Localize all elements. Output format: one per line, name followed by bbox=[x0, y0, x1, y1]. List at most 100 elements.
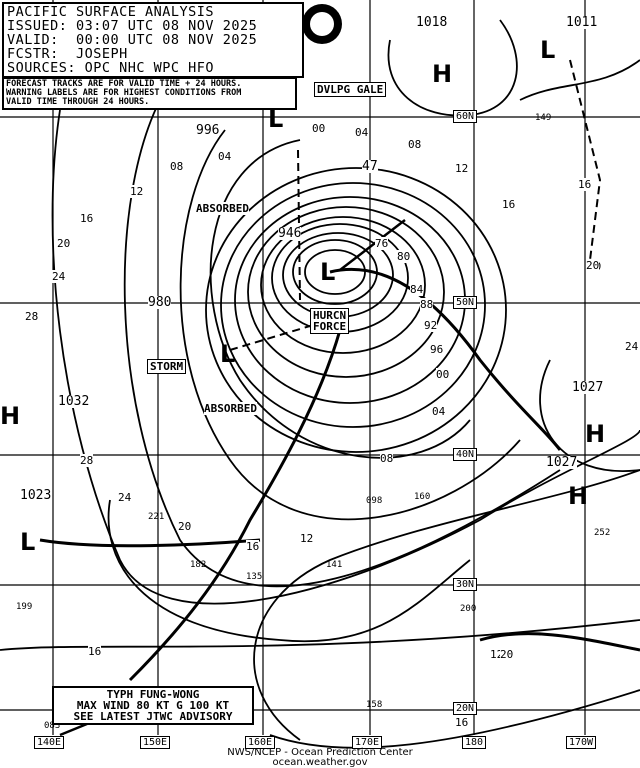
low-center: L bbox=[268, 105, 284, 133]
isobar-label: 04 bbox=[355, 126, 369, 139]
grid-label-50n: 50N bbox=[453, 296, 478, 309]
footer-credit: NWS/NCEP - Ocean Prediction Center bbox=[227, 747, 413, 758]
typhoon-advisory-box: TYPH FUNG-WONG MAX WIND 80 KT G 100 KT SEE… bbox=[52, 686, 254, 725]
low-center: L bbox=[540, 36, 556, 64]
isobar-label: 16 bbox=[502, 198, 516, 211]
isobar-label: 12 bbox=[130, 185, 144, 198]
grid-label-170w: 170W bbox=[566, 736, 597, 749]
warning-storm: STORM bbox=[147, 359, 187, 374]
isobar-label: 92 bbox=[424, 319, 438, 332]
grid-label-140e: 140E bbox=[34, 736, 65, 749]
observation-value: 083 bbox=[44, 721, 61, 731]
isobar-label: 84 bbox=[410, 283, 424, 296]
isobar-label: 08 bbox=[170, 160, 184, 173]
pressure-1023: 1023 bbox=[20, 488, 52, 503]
warning-text: FORCE bbox=[313, 320, 347, 333]
isobar-label: 20 bbox=[586, 259, 600, 272]
isobar-label: 28 bbox=[80, 454, 94, 467]
grid-label-30n: 30N bbox=[453, 578, 478, 591]
pressure-47: 47 bbox=[362, 159, 378, 174]
pressure-1018: 1018 bbox=[416, 15, 448, 30]
isobar-label: 88 bbox=[420, 298, 434, 311]
forecast-note: FORECAST TRACKS ARE FOR VALID TIME + 24 … bbox=[2, 77, 297, 110]
isobar-label: 16 bbox=[578, 178, 592, 191]
observation-value: 135 bbox=[246, 572, 263, 582]
high-center: H bbox=[0, 402, 21, 430]
grid-label-150e: 150E bbox=[140, 736, 171, 749]
observation-value: 141 bbox=[326, 560, 343, 570]
pressure-946: 946 bbox=[278, 226, 302, 241]
pressure-1032: 1032 bbox=[58, 394, 90, 409]
title: PACIFIC SURFACE ANALYSIS bbox=[7, 4, 215, 20]
low-center: L bbox=[320, 258, 336, 286]
warning-text: HURCN bbox=[313, 309, 347, 322]
high-center: H bbox=[568, 482, 589, 510]
pressure-980: 980 bbox=[148, 295, 172, 310]
forecast-track bbox=[59, 219, 406, 737]
fronts bbox=[39, 267, 640, 682]
observation-value: 158 bbox=[366, 700, 383, 710]
lat-lon-grid bbox=[0, 0, 640, 735]
isobar-label: 96 bbox=[430, 343, 444, 356]
observation-value: 182 bbox=[190, 560, 207, 570]
pressure-1027: 1027 bbox=[572, 380, 604, 395]
observation-value: 200 bbox=[460, 604, 477, 614]
isobar-label: 20 bbox=[178, 520, 192, 533]
isobars bbox=[0, 19, 640, 749]
observation-value: 160 bbox=[414, 492, 431, 502]
warning-text: DVLPG GALE bbox=[317, 83, 384, 96]
typhoon-advisory: SEE LATEST JTWC ADVISORY bbox=[73, 710, 233, 723]
isobar-label: 24 bbox=[52, 270, 66, 283]
isobar-label: 80 bbox=[397, 250, 411, 263]
isobar-label: 12 bbox=[490, 648, 504, 661]
high-center: H bbox=[585, 420, 606, 448]
isobar-label: 00 bbox=[312, 122, 326, 135]
typhoon-name: TYPH FUNG-WONG bbox=[106, 688, 200, 701]
low-center: L bbox=[220, 340, 236, 368]
observation-value: 252 bbox=[594, 528, 611, 538]
isobar-label: 08 bbox=[408, 138, 422, 151]
isobar-label: 24 bbox=[625, 340, 639, 353]
isobar-label: 16 bbox=[246, 540, 260, 553]
grid-label-160e: 160E bbox=[245, 736, 276, 749]
noaa-logo bbox=[302, 4, 342, 44]
valid-time: VALID: 00:00 UTC 08 NOV 2025 bbox=[7, 32, 258, 48]
grid-label-180: 180 bbox=[462, 736, 487, 749]
isobar-label: 20 bbox=[500, 648, 514, 661]
isobar-label: 16 bbox=[88, 645, 102, 658]
isobar-label: 16 bbox=[80, 212, 94, 225]
absorbed-label: ABSORBED bbox=[196, 202, 249, 215]
isobar-label: 00 bbox=[436, 368, 450, 381]
isobar-label: 76 bbox=[375, 237, 389, 250]
isobar-label: 12 bbox=[455, 162, 469, 175]
isobar-label: 16 bbox=[455, 716, 469, 729]
typhoon-max-wind: MAX WIND 80 KT G 100 KT bbox=[76, 699, 230, 712]
pressure-1027: 1027 bbox=[546, 455, 578, 470]
pressure-1011: 1011 bbox=[566, 15, 598, 30]
low-center: L bbox=[20, 528, 36, 556]
isobar-label: 28 bbox=[25, 310, 39, 323]
isobar-label: 08 bbox=[380, 452, 394, 465]
sources: SOURCES: OPC NHC WPC HFO bbox=[7, 60, 215, 76]
observation-value: 221 bbox=[148, 512, 165, 522]
footer-url[interactable]: ocean.weather.gov bbox=[272, 757, 368, 768]
troughs bbox=[229, 59, 602, 351]
isobar-label: 04 bbox=[218, 150, 232, 163]
isobar-label: 24 bbox=[118, 491, 132, 504]
warning-text: STORM bbox=[150, 360, 184, 373]
observation-value: 149 bbox=[535, 113, 552, 123]
isobar-label: 04 bbox=[432, 405, 446, 418]
warning-dvlpg-gale: DVLPG GALE bbox=[314, 82, 387, 97]
title-block: PACIFIC SURFACE ANALYSIS ISSUED: 03:07 UT… bbox=[2, 2, 304, 78]
isobar-label: 20 bbox=[57, 237, 71, 250]
observation-value: 199 bbox=[16, 602, 33, 612]
grid-label-20n: 20N bbox=[453, 702, 478, 715]
issued-time: ISSUED: 03:07 UTC 08 NOV 2025 bbox=[7, 18, 258, 34]
pressure-996: 996 bbox=[196, 123, 220, 138]
high-center: H bbox=[432, 60, 453, 88]
isobar-label: 12 bbox=[300, 532, 314, 545]
grid-label-40n: 40N bbox=[453, 448, 478, 461]
absorbed-label: ABSORBED bbox=[204, 402, 257, 415]
